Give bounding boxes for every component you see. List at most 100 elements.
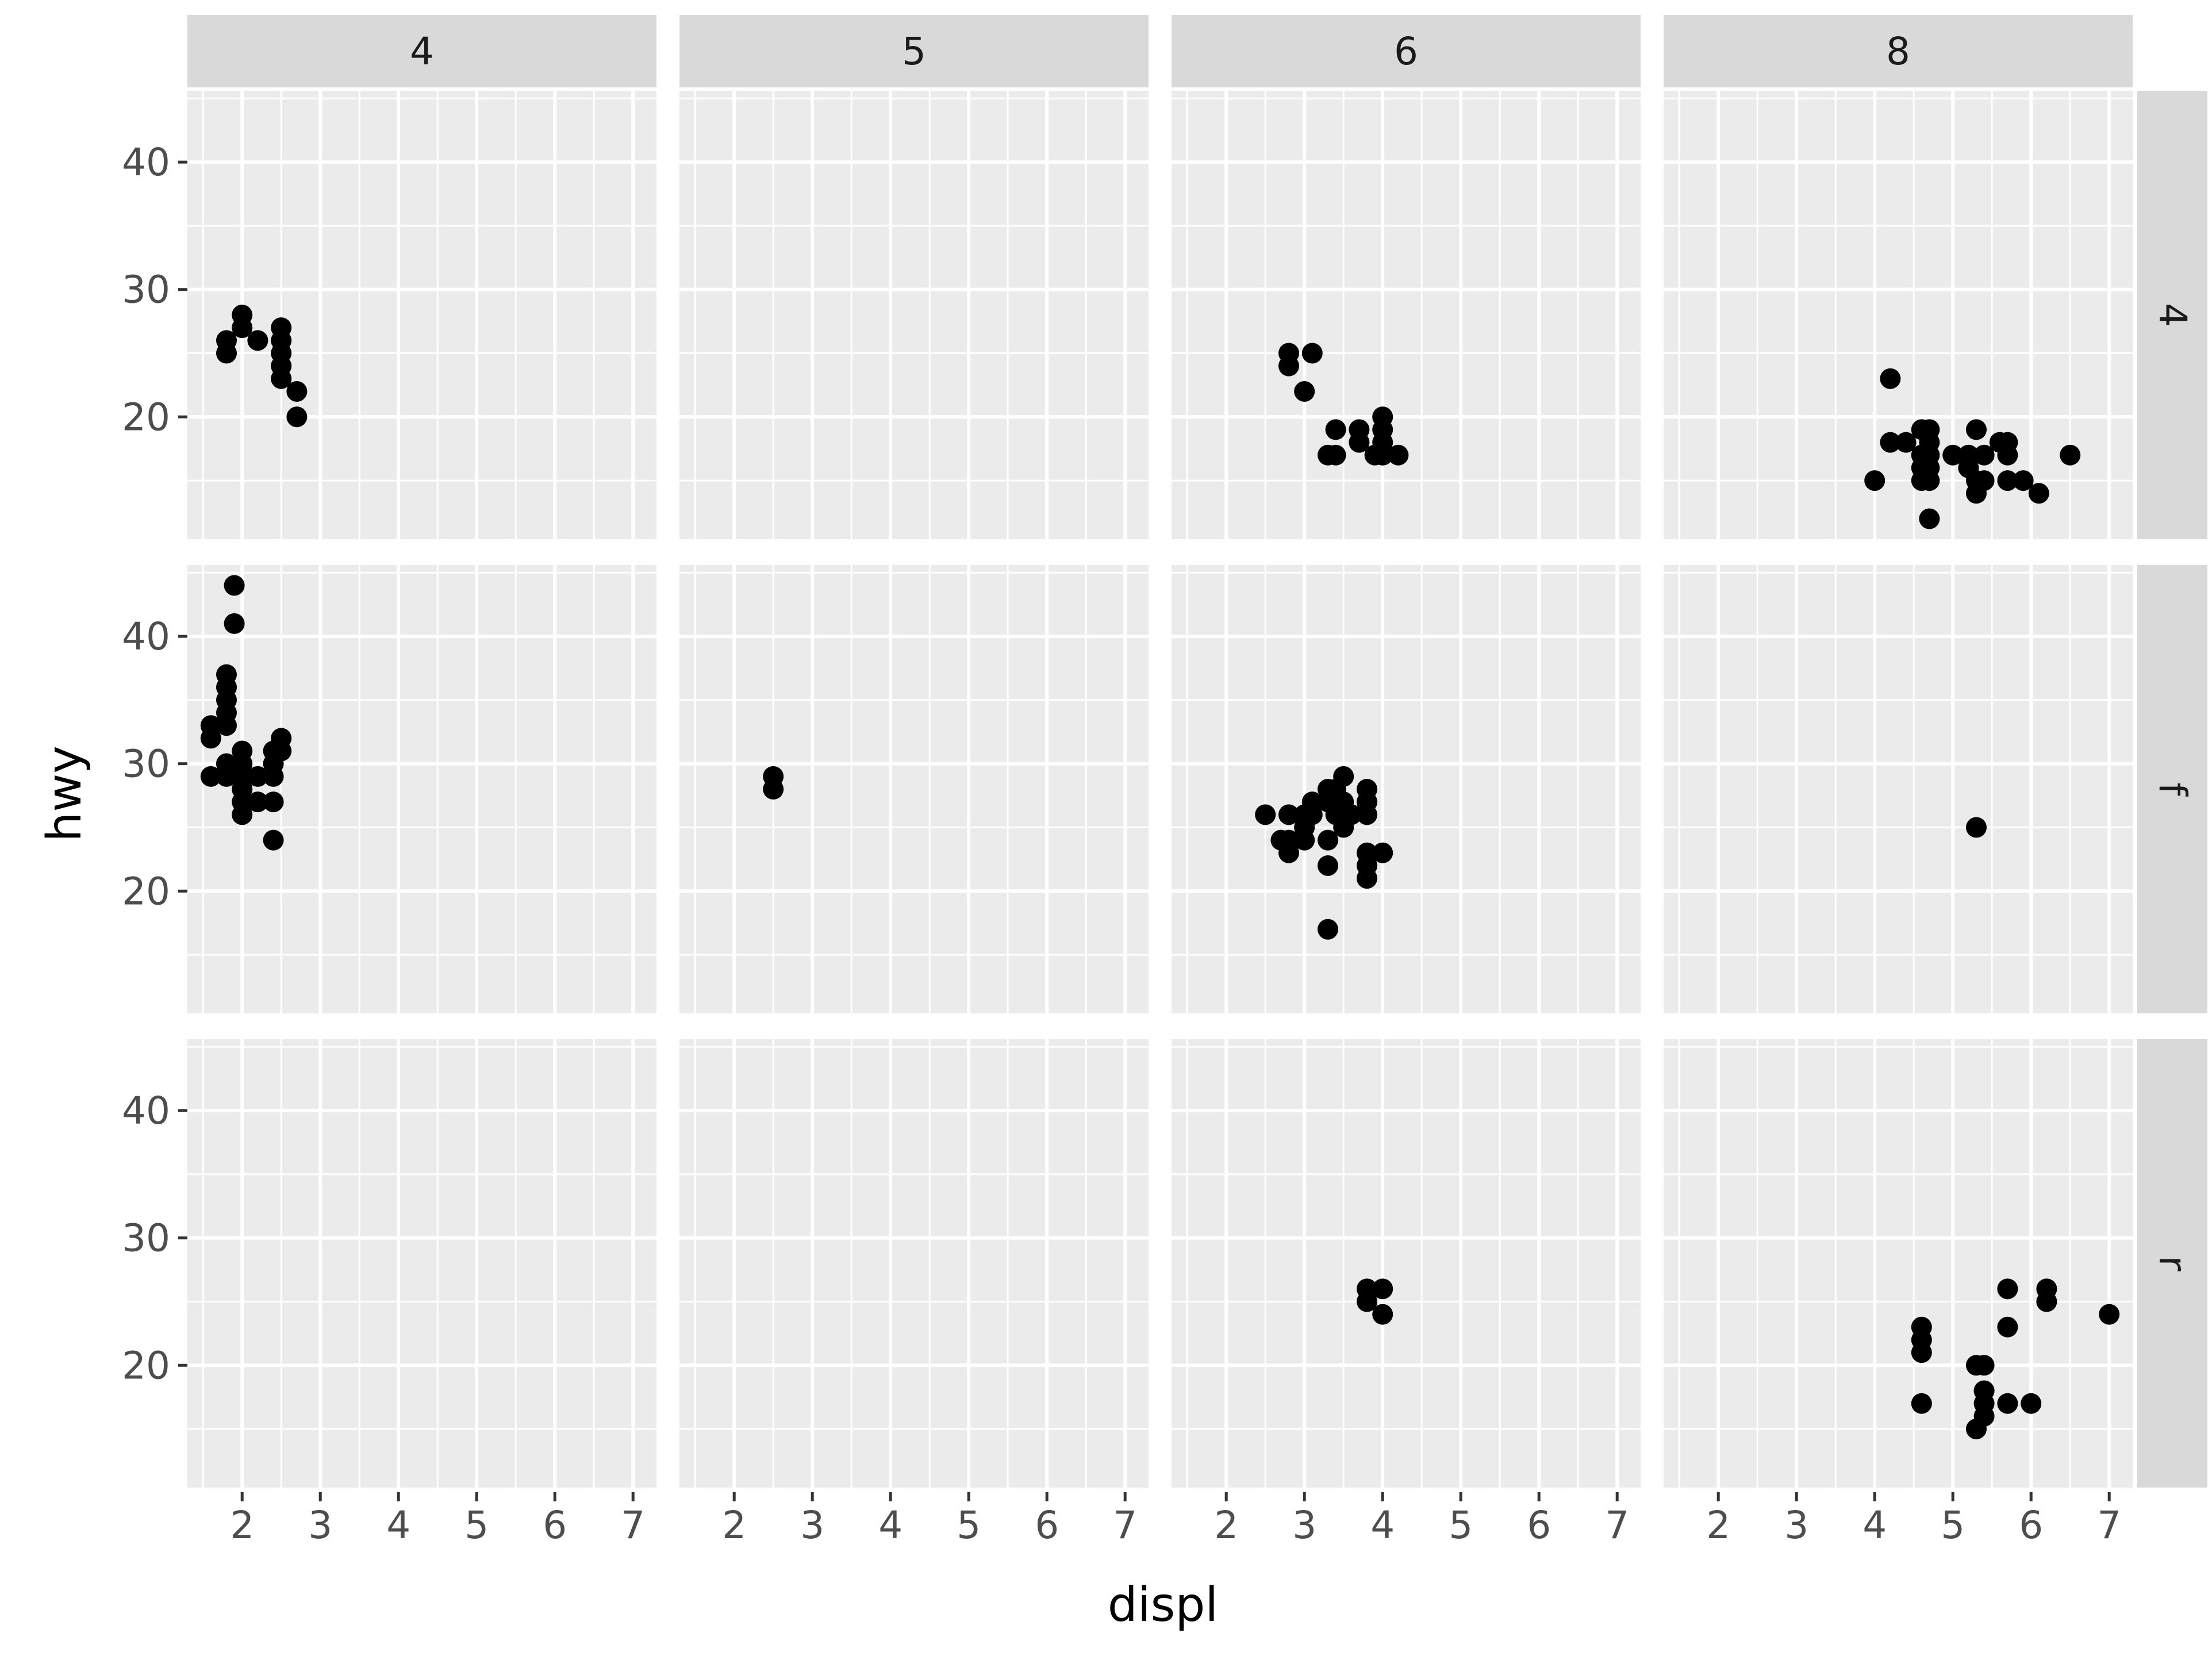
data-point	[247, 330, 268, 351]
data-point	[1341, 804, 1362, 825]
panel-background	[679, 565, 1149, 1013]
data-point	[232, 317, 253, 339]
panel-4-6	[1172, 91, 1641, 539]
data-point	[1973, 1355, 1995, 1376]
column-strip-6	[1172, 15, 1641, 87]
data-point	[1325, 444, 1346, 466]
panel-4-4	[187, 91, 656, 539]
data-point	[1349, 432, 1370, 453]
data-point	[2021, 1393, 2042, 1414]
x-tick-label: 5	[957, 1503, 981, 1547]
panel-f-5	[679, 565, 1149, 1013]
x-tick-label: 7	[621, 1503, 645, 1547]
data-point	[263, 791, 284, 813]
data-point	[1357, 868, 1377, 889]
x-tick-label: 3	[1784, 1503, 1808, 1547]
y-tick-label: 30	[122, 742, 170, 786]
x-tick-label: 6	[2019, 1503, 2043, 1547]
column-strip-5	[679, 15, 1149, 87]
data-point	[1997, 470, 2018, 491]
y-tick-label: 40	[122, 140, 170, 185]
data-point	[271, 368, 292, 389]
data-point	[271, 740, 292, 762]
panel-background	[1172, 565, 1641, 1013]
data-point	[1318, 829, 1338, 851]
x-tick-label: 3	[308, 1503, 332, 1547]
data-point	[286, 381, 308, 402]
data-point	[1997, 1393, 2018, 1414]
x-tick-label: 2	[230, 1503, 254, 1547]
data-point	[1333, 766, 1354, 787]
row-strip-label: r	[2150, 1255, 2195, 1271]
data-point	[216, 753, 237, 774]
data-point	[2036, 1291, 2057, 1312]
y-tick-label: 20	[122, 869, 170, 913]
x-tick-label: 6	[543, 1503, 567, 1547]
column-strip-4	[187, 15, 656, 87]
panel-f-8	[1664, 565, 2133, 1013]
data-point	[1942, 444, 1964, 466]
data-point	[2060, 444, 2081, 466]
data-point	[1973, 470, 1995, 491]
x-tick-label: 7	[2097, 1503, 2121, 1547]
data-point	[286, 406, 308, 428]
data-point	[1318, 855, 1338, 876]
data-point	[200, 766, 221, 787]
x-tick-label: 4	[1862, 1503, 1887, 1547]
data-point	[1973, 1405, 1995, 1427]
x-tick-label: 4	[1370, 1503, 1395, 1547]
data-point	[1301, 343, 1323, 364]
data-point	[200, 728, 221, 749]
panel-4-8	[1664, 91, 2133, 539]
data-point	[224, 575, 245, 596]
x-tick-label: 6	[1527, 1503, 1551, 1547]
column-strip-label: 8	[1886, 29, 1910, 74]
data-point	[1372, 842, 1393, 863]
y-axis-title: hwy	[37, 746, 92, 842]
panel-background	[1172, 91, 1641, 539]
data-point	[1318, 919, 1338, 940]
column-strip-label: 5	[902, 29, 926, 74]
data-point	[247, 766, 268, 787]
data-point	[1372, 444, 1393, 466]
data-point	[1294, 381, 1315, 402]
data-point	[232, 804, 253, 825]
panel-r-5	[679, 1039, 1149, 1488]
panel-background	[1664, 91, 2133, 539]
data-point	[263, 829, 284, 851]
data-point	[1294, 829, 1315, 851]
axes-layer: 20 30 40 20 30 40 20 30 40 2 3 4 5 6 7 2 3 4 5 6 7 2 3 4 5 6 7 2 3 4 5…	[122, 140, 2121, 1547]
x-tick-label: 3	[800, 1503, 824, 1547]
x-tick-label: 3	[1292, 1503, 1316, 1547]
data-point	[1372, 1278, 1393, 1300]
data-point	[1919, 470, 1940, 491]
strips-layer: 4 5 6 8 4 f r	[187, 15, 2207, 1488]
x-tick-label: 2	[722, 1503, 746, 1547]
y-tick-label: 40	[122, 614, 170, 659]
data-point	[232, 766, 253, 787]
data-point	[1966, 817, 1987, 838]
data-point	[1880, 368, 1901, 389]
x-tick-label: 6	[1035, 1503, 1059, 1547]
data-point	[1919, 508, 1940, 529]
data-point	[2028, 483, 2049, 504]
data-point	[2013, 470, 2034, 491]
panels-layer	[187, 91, 2133, 1488]
y-tick-label: 20	[122, 395, 170, 439]
data-point	[1325, 419, 1346, 440]
row-strip-label: 4	[2150, 303, 2195, 327]
data-point	[1895, 432, 1917, 453]
data-point	[1372, 1304, 1393, 1325]
data-point	[1973, 1380, 1995, 1401]
y-tick-label: 20	[122, 1343, 170, 1388]
data-point	[1973, 444, 1995, 466]
data-point	[216, 343, 237, 364]
row-strip-f	[2137, 565, 2207, 1013]
panel-background	[187, 1039, 656, 1488]
x-tick-label: 7	[1605, 1503, 1629, 1547]
data-point	[1278, 842, 1299, 863]
row-strip-r	[2137, 1039, 2207, 1488]
x-tick-label: 5	[464, 1503, 489, 1547]
panel-4-5	[679, 91, 1149, 539]
